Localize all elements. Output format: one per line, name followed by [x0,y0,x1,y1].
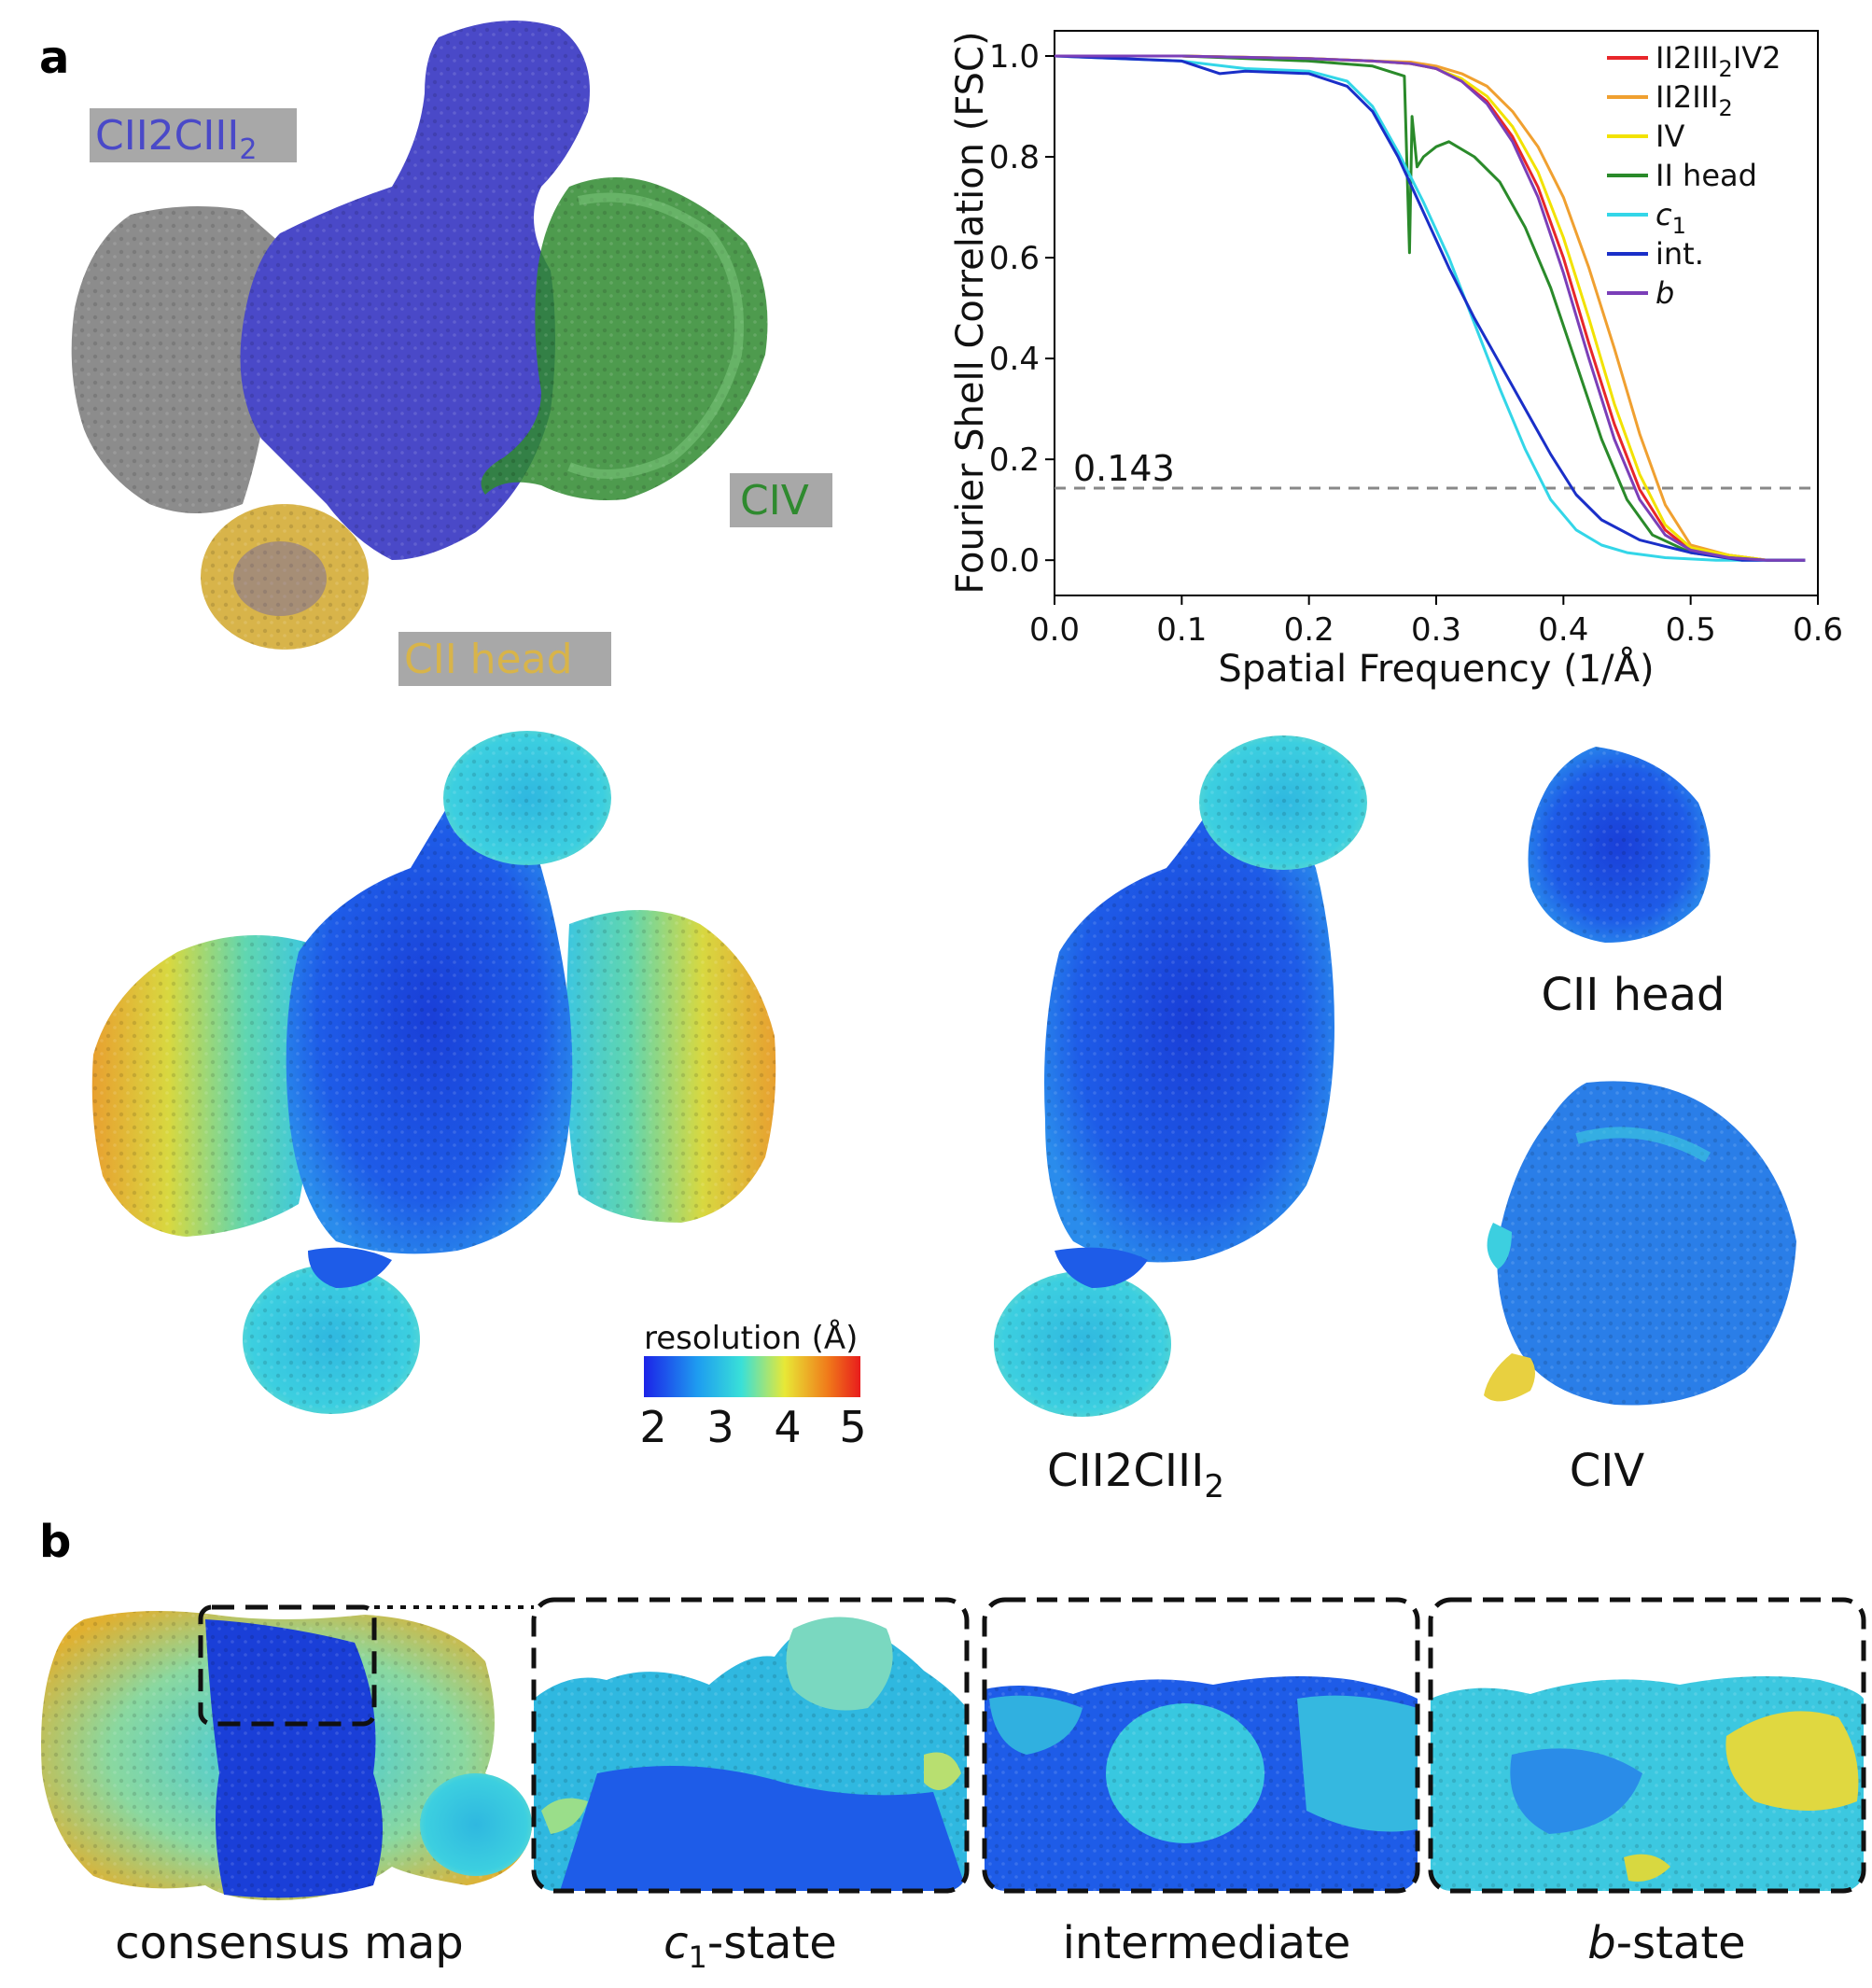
legend-label-4: c1 [1655,197,1686,239]
y-tick-label: 0.0 [989,542,1040,580]
consensus-map [41,1604,534,1900]
fsc-ticks: 0.0 0.1 0.2 0.3 0.4 0.5 0.6 0.0 0.2 0.4 0.6 0.8 1.0 [989,38,1843,649]
colorbar-title: resolution (Å) [644,1319,858,1357]
x-tick-label: 0.0 [1029,611,1080,649]
c1-state-panel [531,1597,970,1894]
fsc-series-line-6 [1055,54,1806,562]
caption-c1-state: c1-state [664,1917,837,1975]
top-composite-map: CII2CIII2 CIV CII head [71,21,832,686]
intermediate-panel [982,1597,1420,1894]
label-bg-civ [730,473,832,527]
colorbar-tick-4: 4 [774,1402,801,1452]
fsc-chart: 0.0 0.1 0.2 0.3 0.4 0.5 0.60.00.20.40.60.81.0 … [949,30,1843,691]
caption-civ: CIV [1570,1445,1645,1497]
threshold-label: 0.143 [1073,448,1175,489]
colorbar-tick-2: 2 [639,1402,666,1452]
fsc-series-line-3 [1055,54,1806,562]
cii2ciii2-resolution-map [994,735,1367,1417]
legend-label-0: II2III2IV2 [1655,40,1781,82]
label-cii2ciii2: CII2CIII2 [95,112,257,166]
caption-intermediate: intermediate [1063,1917,1351,1969]
legend-label-6: b [1655,275,1674,311]
colorbar-tick-3: 3 [706,1402,733,1452]
x-tick-label: 0.5 [1666,611,1716,649]
legend-label-3: II head [1655,158,1757,193]
caption-b-state: b-state [1587,1917,1745,1969]
label-cii-head: CII head [404,636,573,683]
fsc-series [1054,54,1806,562]
x-tick-label: 0.1 [1156,611,1207,649]
full-local-resolution-map [91,731,776,1414]
label-bg-cii-head [398,632,611,686]
panel-letter-b: b [39,1516,71,1568]
y-tick-label: 1.0 [989,38,1040,76]
fsc-series-line-4 [1054,54,1806,562]
legend-label-2: IV [1655,119,1684,154]
plot-frame [1054,30,1819,596]
civ-resolution-map [1484,1081,1796,1406]
label-civ: CIV [740,477,809,525]
caption-consensus-map: consensus map [115,1917,463,1969]
colorbar: resolution (Å) 2 3 4 5 [639,1319,866,1452]
y-tick-label: 0.8 [989,139,1040,176]
x-tick-label: 0.3 [1411,611,1461,649]
cii-head-resolution-map [1528,747,1711,943]
panel-letter-a: a [39,32,69,84]
caption-cii2ciii2: CII2CIII2 [1047,1445,1224,1505]
fsc-series-line-5 [1054,54,1806,562]
label-bg-cii2ciii2 [90,108,297,162]
x-axis-title: Spatial Frequency (1/Å) [1218,646,1654,691]
colorbar-gradient [644,1356,860,1397]
caption-cii-head: CII head [1542,969,1725,1021]
b-state-panel [1428,1597,1866,1894]
x-tick-label: 0.2 [1284,611,1334,649]
y-tick-label: 0.4 [989,341,1040,378]
y-tick-label: 0.2 [989,441,1040,479]
legend-label-1: II2III2 [1655,79,1733,121]
y-axis-title: Fourier Shell Correlation (FSC) [949,31,992,594]
x-tick-label: 0.4 [1538,611,1588,649]
colorbar-tick-5: 5 [839,1402,866,1452]
consensus-zoom-box [198,1604,377,1727]
legend-label-5: int. [1655,236,1704,272]
y-tick-label: 0.6 [989,240,1040,277]
x-tick-label: 0.6 [1793,611,1843,649]
